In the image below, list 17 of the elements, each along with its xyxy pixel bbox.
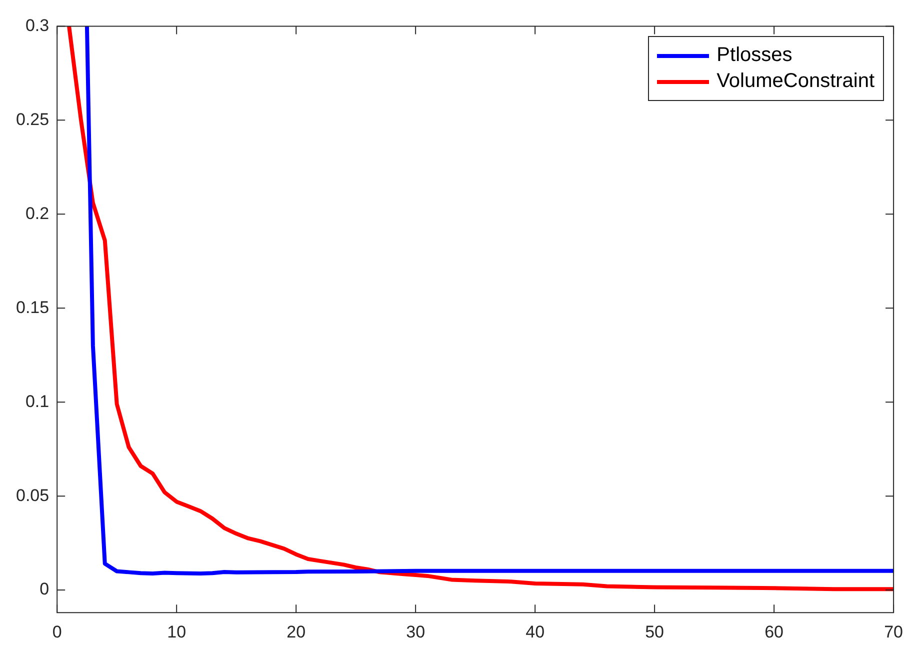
x-tick-label: 20 (286, 622, 306, 642)
y-tick-label: 0.1 (25, 392, 50, 411)
y-tick-label: 0.2 (25, 204, 50, 223)
y-tick-label: 0.3 (25, 16, 50, 35)
y-tick-label: 0.05 (16, 486, 50, 505)
x-tick-label: 70 (884, 622, 904, 642)
x-tick-label: 40 (526, 622, 545, 642)
x-tick-label: 10 (167, 622, 186, 642)
x-tick-label: 0 (52, 622, 62, 642)
legend-label: Ptlosses (716, 44, 792, 68)
y-tick-label: 0.25 (16, 110, 50, 129)
y-tick-label: 0.15 (16, 298, 50, 317)
legend-label: VolumeConstraint (716, 70, 875, 94)
x-tick-label: 60 (764, 622, 784, 642)
x-tick-label: 50 (645, 622, 664, 642)
y-tick-label: 0 (40, 580, 50, 599)
x-tick-label: 30 (406, 622, 426, 642)
